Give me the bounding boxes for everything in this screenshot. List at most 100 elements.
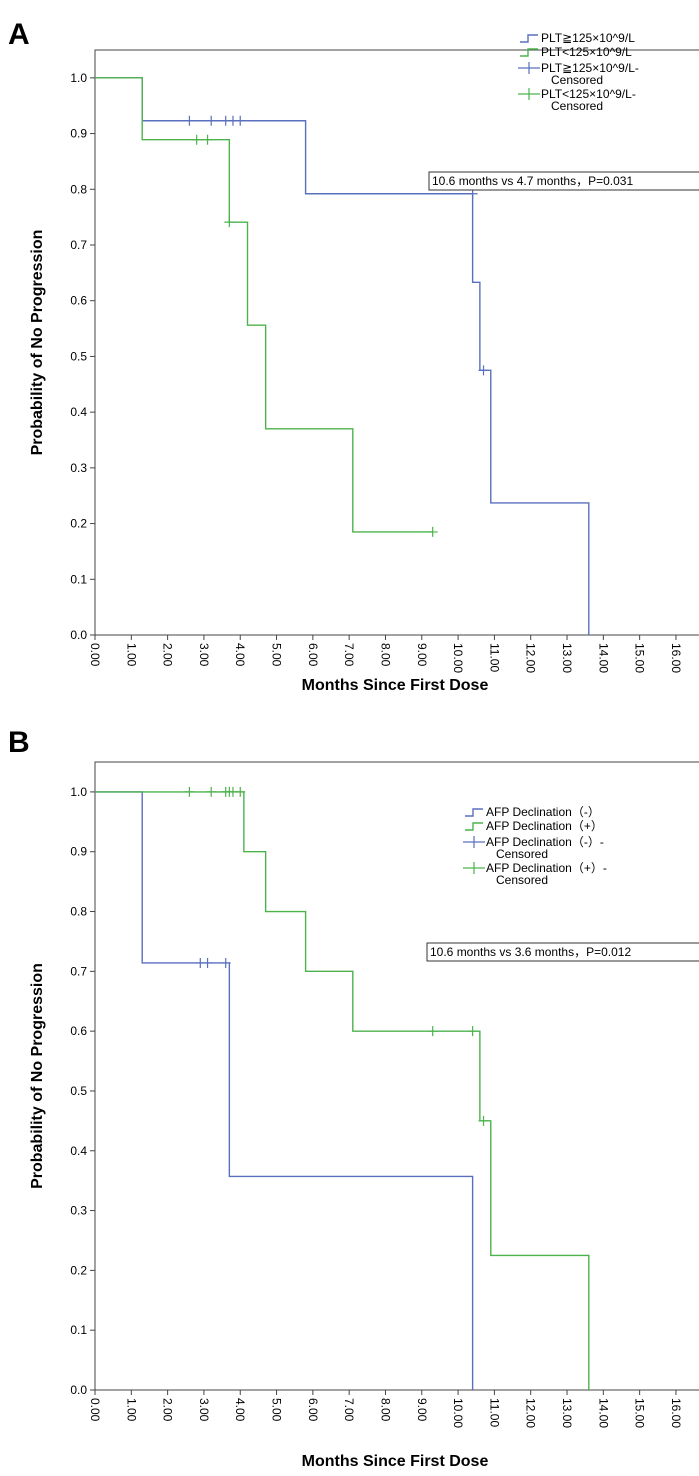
km-curve-series-1 [95, 77, 590, 635]
x-tick-label: 11.00 [487, 1398, 501, 1427]
km-curve-series-2 [95, 791, 590, 1390]
censor-mark-series-2 [202, 134, 213, 145]
x-tick-label: 2.00 [161, 1398, 175, 1422]
km-curve-series-2 [95, 77, 433, 533]
y-tick-label: 0.1 [70, 1323, 87, 1337]
x-tick-label: 9.00 [415, 1398, 429, 1422]
censor-mark-series-2 [235, 786, 246, 797]
censor-mark-series-1 [478, 365, 489, 376]
y-tick-label: 0.0 [70, 628, 87, 642]
censor-mark-series-1 [184, 115, 195, 126]
y-axis-title: Probability of No Progression [29, 963, 46, 1189]
y-tick-label: 0.5 [70, 1084, 87, 1098]
x-tick-label: 5.00 [270, 643, 284, 667]
y-tick-label: 0.7 [70, 238, 87, 252]
y-tick-label: 0.6 [70, 294, 87, 308]
y-tick-label: 0.2 [70, 517, 87, 531]
x-tick-label: 9.00 [415, 643, 429, 667]
y-tick-label: 0.9 [70, 845, 87, 859]
legend-censor-icon [518, 62, 540, 74]
x-tick-label: 13.00 [560, 1398, 574, 1428]
censor-mark-series-2 [427, 1026, 438, 1037]
legend-entry: PLT≧125×10^9/L-Censored [541, 61, 639, 87]
x-tick-label: 11.00 [487, 643, 501, 672]
censor-mark-series-1 [220, 957, 231, 968]
y-tick-label: 0.7 [70, 964, 87, 978]
censor-mark-series-2 [184, 786, 195, 797]
panel-a: A 0.0 0.1 0.2 0.3 0.4 0.5 0.6 0.7 0.8 0.9 1.0 0.00 1.… [8, 18, 699, 694]
annotation-text: 10.6 months vs 3.6 months，P=0.012 [430, 945, 631, 959]
legend-line-icon [520, 48, 538, 57]
legend-entry: PLT≧125×10^9/L [541, 31, 635, 45]
censor-mark-series-2 [427, 526, 438, 537]
legend-entry: AFP Declination（-） [486, 805, 600, 819]
x-tick-label: 16.00 [669, 643, 683, 673]
legend-entry: AFP Declination（-）-Censored [486, 835, 604, 861]
legend-line-icon [520, 34, 538, 43]
y-tick-label: 0.0 [70, 1383, 87, 1397]
legend-censor-icon [463, 862, 485, 874]
y-tick-label: 0.1 [70, 572, 87, 586]
y-tick-label: 0.4 [70, 1144, 87, 1158]
legend-entry: AFP Declination（+） [486, 819, 603, 833]
y-tick-label: 0.3 [70, 461, 87, 475]
x-tick-label: 4.00 [233, 1398, 247, 1422]
censor-mark-series-2 [191, 134, 202, 145]
annotation-box [428, 171, 699, 191]
legend-entry: PLT<125×10^9/L [541, 45, 632, 59]
plot-frame [94, 761, 699, 1391]
x-tick-label: 4.00 [233, 643, 247, 667]
x-tick-label: 16.00 [669, 1398, 683, 1428]
x-tick-label: 2.00 [161, 643, 175, 667]
x-tick-label: 10.00 [451, 1398, 465, 1428]
y-tick-label: 0.8 [70, 182, 87, 196]
censor-mark-series-1 [235, 115, 246, 126]
panel-label: A [8, 18, 30, 51]
legend-entry: PLT<125×10^9/L-Censored [541, 87, 636, 113]
x-tick-label: 0.00 [88, 1398, 102, 1422]
plot-frame [94, 49, 699, 636]
legend-line-icon [465, 808, 483, 817]
legend-censor-icon [518, 88, 540, 100]
panel-label: B [8, 726, 30, 759]
y-tick-label: 0.5 [70, 349, 87, 363]
y-tick-label: 0.4 [70, 405, 87, 419]
censor-mark-series-1 [202, 957, 213, 968]
x-tick-label: 12.00 [524, 1398, 538, 1428]
x-axis-title: Months Since First Dose [302, 1453, 489, 1470]
annotation-box [426, 942, 699, 962]
x-tick-label: 7.00 [342, 1398, 356, 1422]
legend-censor-icon [463, 836, 485, 848]
x-tick-label: 14.00 [596, 643, 610, 673]
x-tick-label: 0.00 [88, 643, 102, 667]
censor-mark-series-1 [206, 115, 217, 126]
x-tick-label: 1.00 [124, 1398, 138, 1422]
panel-b: B 0.0 0.1 0.2 0.3 0.4 0.5 0.6 0.7 0.8 0.9 1.0 0.00 1.… [8, 726, 699, 1470]
x-tick-label: 6.00 [306, 643, 320, 667]
x-tick-label: 13.00 [560, 643, 574, 673]
x-tick-label: 12.00 [524, 643, 538, 673]
x-tick-label: 7.00 [342, 643, 356, 667]
censor-mark-series-2 [478, 1115, 489, 1126]
km-curve-series-1 [95, 791, 474, 1390]
x-tick-label: 15.00 [633, 643, 647, 673]
y-tick-label: 0.3 [70, 1204, 87, 1218]
legend-entry: AFP Declination（+）-Censored [486, 861, 607, 887]
y-axis-title: Probability of No Progression [29, 230, 46, 456]
x-tick-label: 6.00 [306, 1398, 320, 1422]
y-tick-label: 1.0 [70, 71, 87, 85]
censor-mark-series-2 [206, 786, 217, 797]
legend-line-icon [465, 822, 483, 831]
x-tick-label: 10.00 [451, 643, 465, 673]
x-tick-label: 1.00 [124, 643, 138, 667]
y-tick-label: 0.6 [70, 1024, 87, 1038]
y-tick-label: 1.0 [70, 785, 87, 799]
x-axis-title: Months Since First Dose [302, 677, 489, 694]
x-tick-label: 14.00 [596, 1398, 610, 1428]
x-tick-label: 8.00 [378, 1398, 392, 1422]
annotation-text: 10.6 months vs 4.7 months，P=0.031 [432, 174, 633, 188]
y-tick-label: 0.2 [70, 1263, 87, 1277]
y-tick-label: 0.8 [70, 905, 87, 919]
censor-mark-series-2 [467, 1026, 478, 1037]
